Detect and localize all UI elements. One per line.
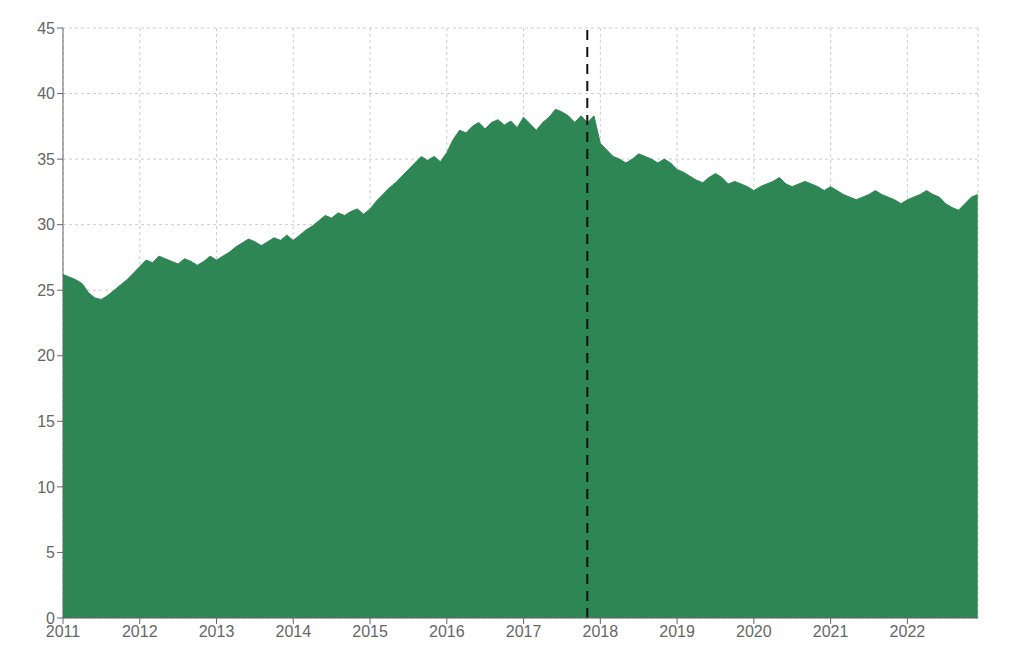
svg-text:2013: 2013 xyxy=(199,623,235,640)
svg-text:30: 30 xyxy=(37,216,55,233)
svg-text:2017: 2017 xyxy=(506,623,542,640)
svg-text:0: 0 xyxy=(46,610,55,627)
svg-text:40: 40 xyxy=(37,85,55,102)
svg-text:5: 5 xyxy=(46,544,55,561)
svg-text:2015: 2015 xyxy=(352,623,388,640)
svg-text:2018: 2018 xyxy=(583,623,619,640)
svg-text:2022: 2022 xyxy=(890,623,926,640)
svg-text:2011: 2011 xyxy=(45,623,81,641)
svg-text:2014: 2014 xyxy=(275,623,311,640)
svg-text:2019: 2019 xyxy=(659,623,695,640)
svg-text:15: 15 xyxy=(37,413,55,430)
svg-text:25: 25 xyxy=(37,282,55,299)
svg-text:2012: 2012 xyxy=(122,623,158,640)
svg-text:10: 10 xyxy=(37,479,55,496)
svg-text:35: 35 xyxy=(37,151,55,168)
svg-text:2020: 2020 xyxy=(736,623,772,640)
svg-text:20: 20 xyxy=(37,347,55,364)
svg-text:2016: 2016 xyxy=(429,623,465,640)
svg-text:2021: 2021 xyxy=(813,623,849,640)
svg-text:45: 45 xyxy=(37,20,55,37)
